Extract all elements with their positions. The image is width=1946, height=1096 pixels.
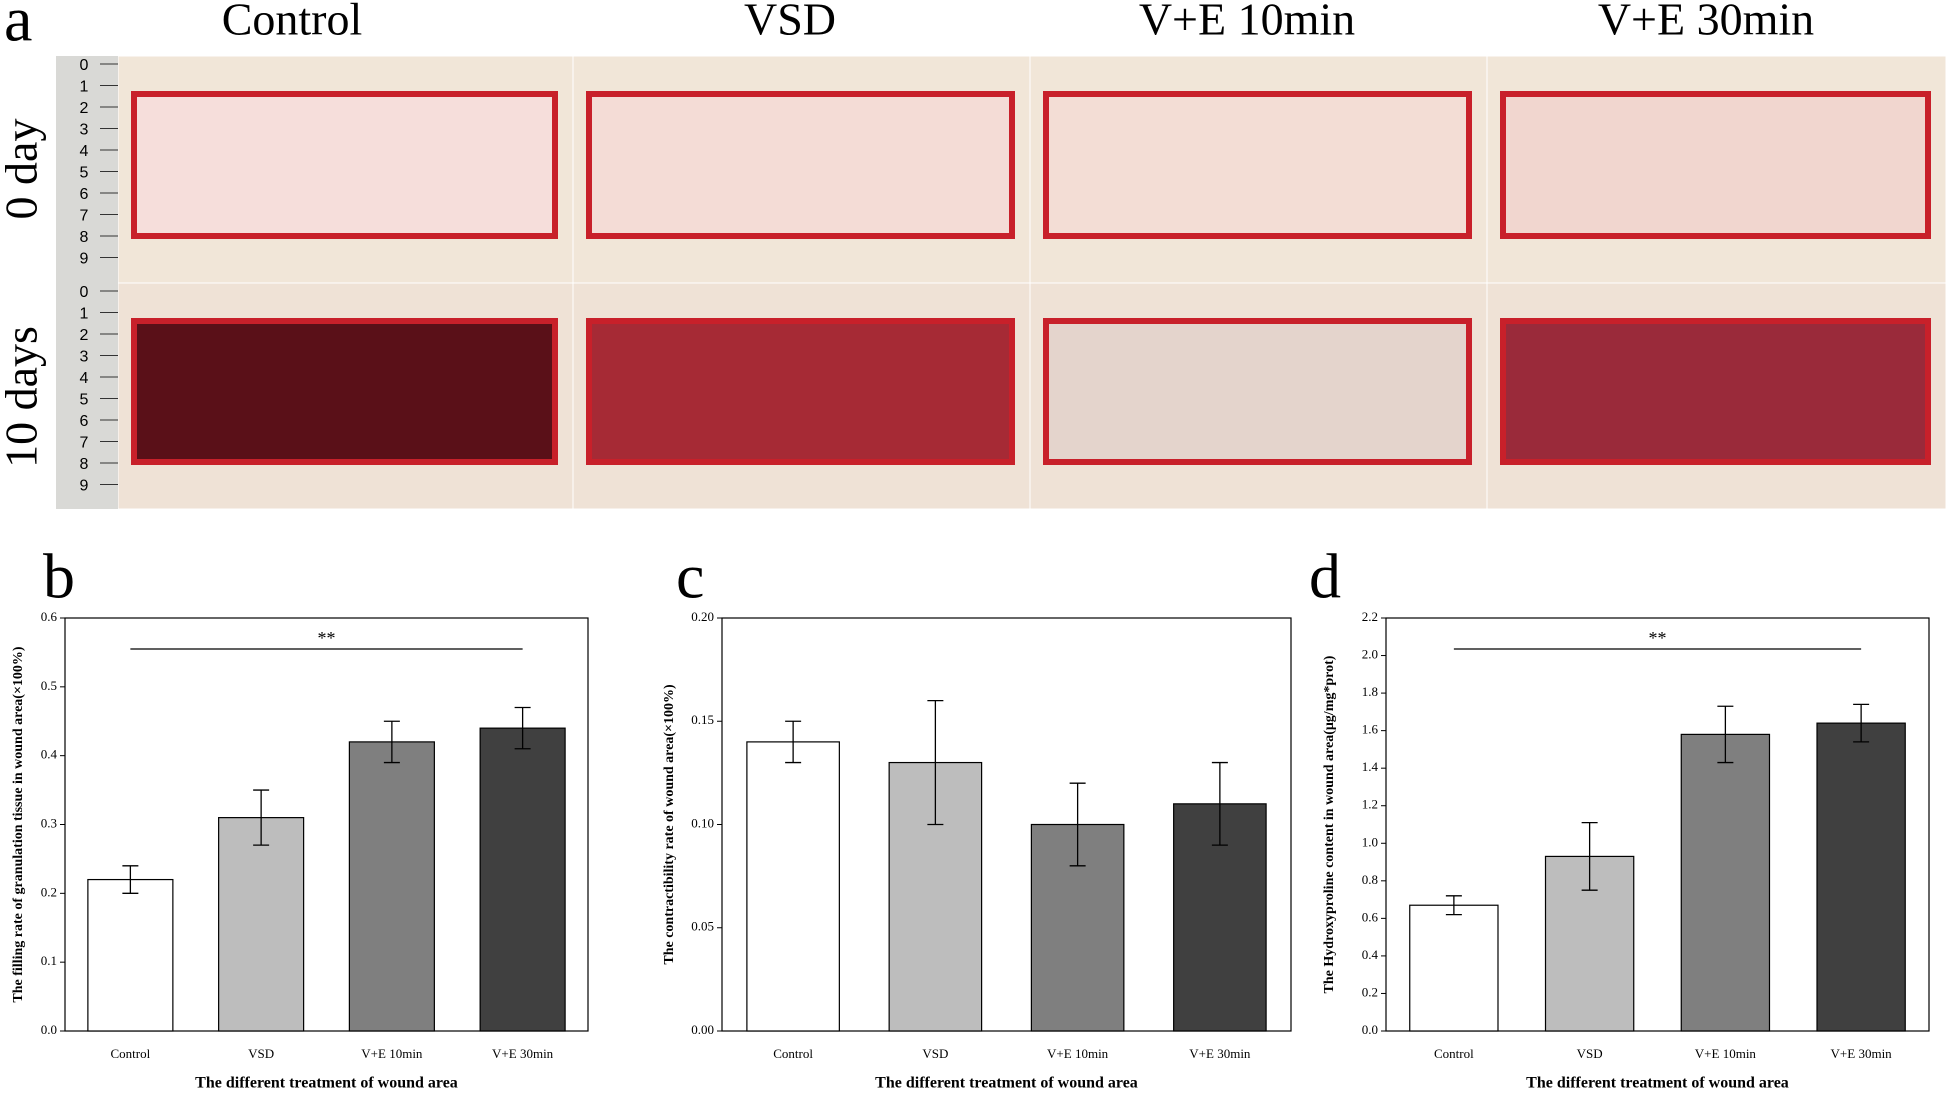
ruler: [56, 56, 118, 509]
ruler-label: 3: [80, 349, 89, 366]
panel-letter: c: [676, 541, 704, 612]
photo-grid: 0 1 2 3 4 5 6 7 8 9 0 1 2 3 4 5 6 7 8 9: [56, 55, 1946, 510]
y-tick-label: 0.0: [1362, 1022, 1378, 1037]
y-tick-label: 0.15: [691, 712, 714, 727]
y-tick-label: 2.0: [1362, 647, 1378, 662]
ruler-label: 0: [80, 57, 89, 74]
panel-letter: a: [4, 0, 32, 55]
ruler-label: 5: [80, 165, 89, 182]
y-tick-label: 0.2: [41, 884, 57, 899]
column-title: Control: [222, 0, 363, 45]
wound: [586, 318, 1015, 465]
ruler-label: 2: [80, 327, 89, 344]
y-tick-label: 1.8: [1362, 684, 1378, 699]
y-tick-label: 0.3: [41, 815, 57, 830]
ruler-label: 6: [80, 186, 89, 203]
bar: [1680, 733, 1771, 1032]
x-tick-label: VSD: [248, 1046, 274, 1061]
y-tick-label: 1.2: [1362, 797, 1378, 812]
significance-label: **: [1649, 628, 1667, 648]
bar: [746, 741, 840, 1032]
significance-label: **: [318, 628, 336, 648]
ruler-label: 0: [80, 284, 89, 301]
ruler-label: 5: [80, 392, 89, 409]
bar: [87, 878, 174, 1032]
y-tick-label: 0.4: [1362, 947, 1379, 962]
ruler-label: 7: [80, 208, 89, 225]
bar: [479, 727, 566, 1032]
x-axis-label: The different treatment of wound area: [875, 1075, 1138, 1092]
y-axis-label: The filling rate of granulation tissue i…: [11, 646, 26, 1003]
bar: [218, 817, 305, 1032]
x-axis-label: The different treatment of wound area: [195, 1075, 458, 1092]
ruler-label: 8: [80, 229, 89, 246]
bar: [1409, 904, 1499, 1032]
column-title: VSD: [744, 0, 836, 45]
y-tick-label: 0.20: [691, 609, 714, 624]
wound: [131, 91, 558, 239]
ruler-label: 9: [80, 478, 89, 495]
x-tick-label: V+E 30min: [1189, 1046, 1251, 1061]
bar: [1816, 722, 1906, 1032]
ruler-label: 2: [80, 100, 89, 117]
wound: [1043, 91, 1472, 239]
ruler-label: 3: [80, 122, 89, 139]
wound: [1500, 318, 1931, 465]
x-tick-label: VSD: [1577, 1046, 1603, 1061]
column-title: V+E 30min: [1598, 0, 1814, 45]
y-axis-label: The contractibility rate of wound area(×…: [662, 684, 677, 965]
y-tick-label: 0.2: [1362, 984, 1378, 999]
row-label: 10 days: [0, 326, 47, 468]
x-axis-label: The different treatment of wound area: [1526, 1075, 1789, 1092]
y-tick-label: 0.1: [41, 953, 57, 968]
y-tick-label: 0.00: [691, 1022, 714, 1037]
panel-letter: d: [1309, 541, 1341, 612]
bar: [348, 741, 435, 1032]
column-title: V+E 10min: [1139, 0, 1355, 45]
x-tick-label: Control: [111, 1046, 151, 1061]
y-tick-label: 0.6: [1362, 909, 1379, 924]
ruler-label: 8: [80, 456, 89, 473]
y-tick-label: 0.5: [41, 678, 57, 693]
wound: [1043, 318, 1472, 465]
ruler-label: 4: [80, 143, 89, 160]
x-tick-label: VSD: [922, 1046, 948, 1061]
ruler-label: 6: [80, 413, 89, 430]
y-tick-label: 0.6: [41, 609, 58, 624]
wound: [1500, 91, 1931, 239]
x-tick-label: Control: [773, 1046, 813, 1061]
ruler-label: 1: [80, 79, 89, 96]
y-tick-label: 1.4: [1362, 759, 1379, 774]
y-tick-label: 0.0: [41, 1022, 57, 1037]
x-tick-label: V+E 30min: [1831, 1046, 1893, 1061]
y-tick-label: 0.05: [691, 919, 714, 934]
y-tick-label: 0.10: [691, 815, 714, 830]
y-tick-label: 0.8: [1362, 872, 1378, 887]
ruler-label: 9: [80, 251, 89, 268]
x-tick-label: Control: [1434, 1046, 1474, 1061]
y-tick-label: 2.2: [1362, 609, 1378, 624]
y-tick-label: 1.6: [1362, 722, 1379, 737]
x-tick-label: V+E 10min: [1695, 1046, 1757, 1061]
y-tick-label: 1.0: [1362, 834, 1378, 849]
row-label: 0 day: [0, 119, 47, 220]
plot-frame: [1385, 617, 1930, 1032]
y-axis-label: The Hydroxyproline content in wound area…: [1322, 655, 1337, 993]
x-tick-label: V+E 10min: [361, 1046, 423, 1061]
ruler-label: 7: [80, 435, 89, 452]
ruler-label: 4: [80, 370, 89, 387]
ruler-label: 1: [80, 306, 89, 323]
wound: [131, 318, 558, 465]
x-tick-label: V+E 30min: [492, 1046, 554, 1061]
panel-letter: b: [43, 541, 75, 612]
wound: [586, 91, 1015, 239]
y-tick-label: 0.4: [41, 747, 58, 762]
x-tick-label: V+E 10min: [1047, 1046, 1109, 1061]
